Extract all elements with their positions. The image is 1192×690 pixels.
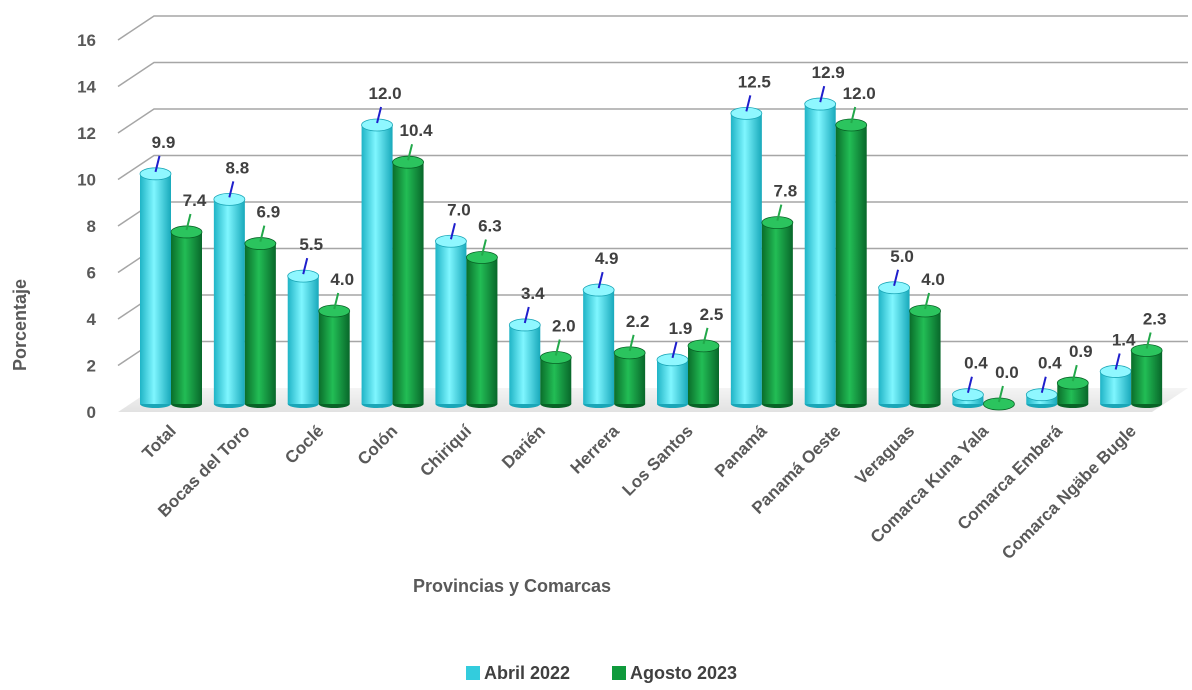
bar-abril-2022-los-santos: [657, 354, 688, 408]
data-label-agosto-2023-comarca-embera: 0.9: [1069, 342, 1093, 361]
category-label-total: Total: [138, 421, 179, 462]
y-tick-label: 0: [87, 403, 96, 422]
data-label-abril-2022-colon: 12.0: [369, 84, 402, 103]
bar-abril-2022-total: [140, 168, 171, 408]
data-label-agosto-2023-panama: 7.8: [774, 182, 798, 201]
data-label-abril-2022-chiriqui: 7.0: [447, 200, 471, 219]
bar-abril-2022-comarca-ngabe-bugle: [1100, 365, 1131, 408]
y-tick-label: 14: [77, 78, 96, 97]
legend-swatch-abril-2022: [466, 666, 480, 680]
category-label-darien: Darién: [498, 421, 549, 472]
category-label-herrera: Herrera: [567, 421, 624, 478]
data-label-agosto-2023-comarca-ngabe-bugle: 2.3: [1143, 310, 1167, 329]
category-label-cocle: Coclé: [281, 421, 327, 467]
bar-agosto-2023-veraguas: [910, 305, 941, 408]
data-label-abril-2022-herrera: 4.9: [595, 249, 619, 268]
data-label-abril-2022-comarca-ngabe-bugle: 1.4: [1112, 330, 1136, 349]
data-label-abril-2022-bocas-del-toro: 8.8: [226, 158, 250, 177]
bar-agosto-2023-total: [171, 226, 202, 408]
gridline: [118, 156, 1188, 180]
data-label-abril-2022-cocle: 5.5: [299, 235, 323, 254]
x-axis-title: Provincias y Comarcas: [413, 576, 611, 596]
data-label-agosto-2023-cocle: 4.0: [330, 270, 354, 289]
bar-abril-2022-veraguas: [879, 282, 910, 408]
bar-agosto-2023-los-santos: [688, 340, 719, 408]
category-label-colon: Colón: [354, 421, 401, 468]
data-label-abril-2022-comarca-kuna-yala: 0.4: [964, 354, 988, 373]
y-tick-label: 2: [87, 357, 96, 376]
bar-agosto-2023-comarca-embera: [1057, 377, 1088, 408]
data-label-abril-2022-comarca-embera: 0.4: [1038, 354, 1062, 373]
category-label-los-santos: Los Santos: [619, 421, 697, 499]
data-label-abril-2022-darien: 3.4: [521, 284, 545, 303]
bar-agosto-2023-panama-oeste: [836, 119, 867, 408]
data-label-agosto-2023-darien: 2.0: [552, 317, 576, 336]
y-tick-label: 4: [87, 310, 97, 329]
bar-agosto-2023-bocas-del-toro: [245, 238, 276, 408]
data-label-abril-2022-los-santos: 1.9: [669, 319, 693, 338]
bar-agosto-2023-chiriqui: [466, 252, 497, 408]
data-label-agosto-2023-chiriqui: 6.3: [478, 217, 502, 236]
legend-label-abril-2022: Abril 2022: [484, 663, 570, 683]
bar-abril-2022-darien: [509, 319, 540, 408]
bar-agosto-2023-comarca-ngabe-bugle: [1131, 345, 1162, 408]
data-label-agosto-2023-veraguas: 4.0: [921, 270, 945, 289]
data-label-agosto-2023-total: 7.4: [183, 191, 207, 210]
y-tick-label: 16: [77, 31, 96, 50]
gridline: [118, 16, 1188, 40]
legend-swatch-agosto-2023: [612, 666, 626, 680]
data-label-agosto-2023-herrera: 2.2: [626, 312, 650, 331]
data-label-abril-2022-panama-oeste: 12.9: [812, 63, 845, 82]
bar-abril-2022-bocas-del-toro: [214, 193, 245, 408]
y-tick-label: 10: [77, 171, 96, 190]
gridline: [118, 109, 1188, 133]
y-axis-ticks: 0 2 4 6 8 10 12 14 16: [77, 31, 96, 422]
bar-agosto-2023-panama: [762, 217, 793, 408]
category-label-panama: Panamá: [711, 421, 771, 481]
data-label-abril-2022-panama: 12.5: [738, 72, 771, 91]
bar-abril-2022-panama: [731, 107, 762, 408]
legend: Abril 2022 Agosto 2023: [466, 663, 737, 683]
category-label-veraguas: Veraguas: [851, 421, 918, 488]
bar-agosto-2023-colon: [393, 156, 424, 408]
bar-abril-2022-panama-oeste: [805, 98, 836, 408]
y-tick-label: 12: [77, 124, 96, 143]
data-label-abril-2022-veraguas: 5.0: [890, 247, 914, 266]
y-tick-label: 8: [87, 217, 96, 236]
gridline: [118, 295, 1188, 319]
data-label-agosto-2023-comarca-kuna-yala: 0.0: [995, 363, 1019, 382]
bar-abril-2022-chiriqui: [435, 235, 466, 408]
bar-agosto-2023-herrera: [614, 347, 645, 408]
bar-agosto-2023-cocle: [319, 305, 350, 408]
data-label-agosto-2023-colon: 10.4: [400, 121, 434, 140]
bar-agosto-2023-darien: [540, 352, 571, 409]
category-label-comarca-ngabe-bugle: Comarca Ngäbe Bugle: [998, 421, 1140, 563]
gridline: [118, 342, 1188, 366]
data-label-agosto-2023-bocas-del-toro: 6.9: [257, 203, 281, 222]
data-label-agosto-2023-los-santos: 2.5: [700, 305, 724, 324]
category-label-chiriqui: Chiriquí: [416, 420, 476, 480]
data-label-abril-2022-total: 9.9: [152, 133, 176, 152]
legend-label-agosto-2023: Agosto 2023: [630, 663, 737, 683]
y-axis-title: Porcentaje: [10, 279, 30, 371]
y-tick-label: 6: [87, 264, 96, 283]
bar-abril-2022-herrera: [583, 284, 614, 408]
data-label-agosto-2023-panama-oeste: 12.0: [843, 84, 876, 103]
bar-abril-2022-colon: [362, 119, 393, 408]
gridline: [118, 249, 1188, 273]
gridline: [118, 63, 1188, 87]
bar-abril-2022-cocle: [288, 270, 319, 408]
